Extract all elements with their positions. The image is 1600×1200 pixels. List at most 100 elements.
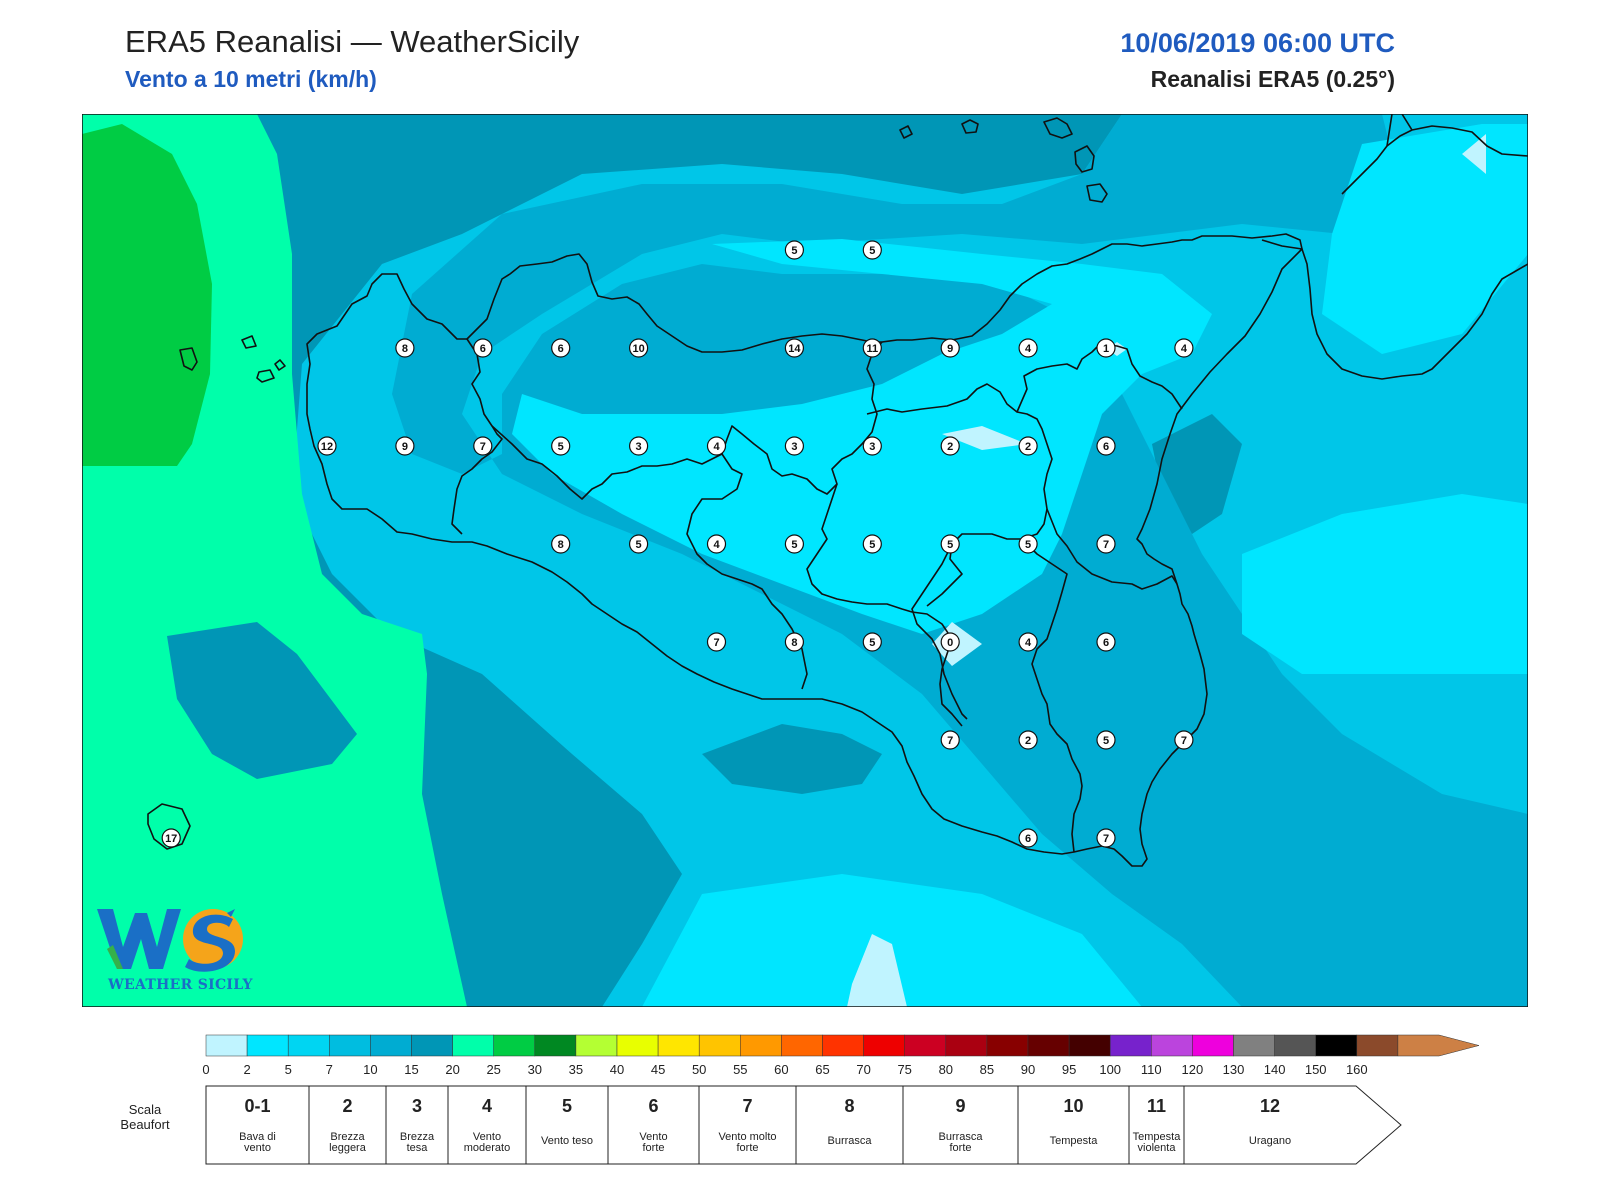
scale-tick-label: 20 [445,1062,459,1077]
beaufort-description: Vento molto [718,1131,776,1143]
marker-value: 7 [1103,539,1109,551]
scale-color-cell [945,1034,988,1057]
marker-circle [862,338,882,358]
scale-color-cell [740,1034,782,1057]
logo-text: WEATHER SICILY [108,977,253,993]
marker-circle [551,534,571,554]
beaufort-box [205,1085,310,1165]
beaufort-description: violenta [1138,1142,1177,1154]
scale-color-cell [575,1034,618,1057]
wind-zone-2-5 [642,874,1142,1007]
marker-circle [628,534,649,554]
marker-circle [940,730,960,750]
scale-color-cell [370,1034,412,1057]
beaufort-box [902,1085,1019,1165]
scale-color-cell [246,1034,289,1057]
marker-value: 8 [402,343,408,355]
province-border [451,338,503,535]
beaufort-description: Vento teso [541,1135,593,1147]
wind-value-marker: 4 [1174,338,1194,358]
scale-tick-label: 10 [363,1062,377,1077]
wind-values: 5 58 6 6 10 14 11 9 4 1 412 9 7 5 3 4 3 3 2 2 68 5 4 5 5 5 5 77 8 5 0 4… [161,240,1194,848]
scale-tick-label: 7 [326,1062,333,1077]
scale-color-cell [493,1034,536,1057]
marker-value: 6 [1103,441,1109,453]
scale-tick-label: 95 [1062,1062,1076,1077]
wind-zone-20-25 [82,124,212,466]
wind-value-marker: 5 [784,534,805,554]
marker-circle [551,436,571,456]
marker-value: 12 [321,441,333,453]
marker-value: 8 [558,539,564,551]
marker-circle [706,632,727,652]
marker-value: 8 [791,637,797,649]
wind-value-marker: 12 [317,436,337,456]
beaufort-box [607,1085,700,1165]
marker-circle [1018,534,1038,554]
beaufort-box [795,1085,904,1165]
wind-zone-0-2 [847,934,907,1007]
island-coastline [899,125,913,139]
scale-color-cell [1233,1034,1275,1057]
marker-circle [1096,828,1116,848]
wind-value-marker: 4 [706,534,727,554]
wind-value-marker: 5 [1096,730,1116,750]
province-border [1046,508,1178,590]
scale-color-cell [329,1034,371,1057]
marker-value: 2 [1025,441,1031,453]
coastline [147,114,1528,867]
beaufort-number: 5 [562,1096,572,1116]
beaufort-description: Brezza [330,1131,365,1143]
beaufort-description: Burrasca [827,1135,872,1147]
island-coastline [1074,145,1095,173]
beaufort-description: leggera [329,1142,367,1154]
marker-value: 7 [1103,833,1109,845]
marker-circle [473,436,493,456]
beaufort-description: forte [642,1142,664,1154]
marker-circle [784,534,805,554]
marker-circle [1096,436,1116,456]
beaufort-description: Tempesta [1050,1135,1099,1147]
marker-circle [317,436,337,456]
beaufort-description: tesa [407,1142,429,1154]
marker-value: 5 [1103,735,1109,747]
marker-circle [862,240,882,260]
beaufort-number: 9 [955,1096,965,1116]
island-coastline [274,359,286,371]
scale-color-cell [698,1034,741,1057]
scale-color-cell [1068,1034,1111,1057]
beaufort-box [1183,1085,1402,1165]
scale-tick-label: 120 [1182,1062,1204,1077]
scale-tick-label: 150 [1305,1062,1327,1077]
marker-value: 6 [1103,637,1109,649]
beaufort-class: 10 Tempesta [1017,1085,1130,1165]
marker-circle [395,338,415,358]
marker-value: 3 [791,441,797,453]
wind-value-marker: 8 [784,632,805,652]
scale-tick-label: 25 [486,1062,500,1077]
marker-value: 4 [713,441,720,453]
data-source: Reanalisi ERA5 (0.25°) [1150,66,1395,92]
marker-value: 5 [558,441,564,453]
marker-value: 14 [788,343,801,355]
province-border [806,483,963,727]
beaufort-label: Scala [129,1102,162,1117]
scale-tick-label: 35 [569,1062,583,1077]
scale-tick-label: 30 [528,1062,542,1077]
legend: 0 2 5 7 10 15 20 25 30 35 40 45 50 55 60 65 70 75 80 85 90 95… [120,1034,1480,1165]
scale-tick-label: 140 [1264,1062,1286,1077]
marker-value: 3 [869,441,875,453]
marker-value: 3 [636,441,642,453]
wind-value-marker: 6 [551,338,571,358]
wind-value-marker: 4 [1018,632,1038,652]
scale-tick-label: 45 [651,1062,665,1077]
marker-circle [1096,632,1116,652]
wind-value-marker: 2 [1018,730,1038,750]
scale-tick-label: 5 [285,1062,292,1077]
scale-color-cell [452,1034,494,1057]
wind-value-marker: 14 [784,338,805,358]
marker-value: 10 [632,343,644,355]
beaufort-description: Uragano [1249,1135,1291,1147]
